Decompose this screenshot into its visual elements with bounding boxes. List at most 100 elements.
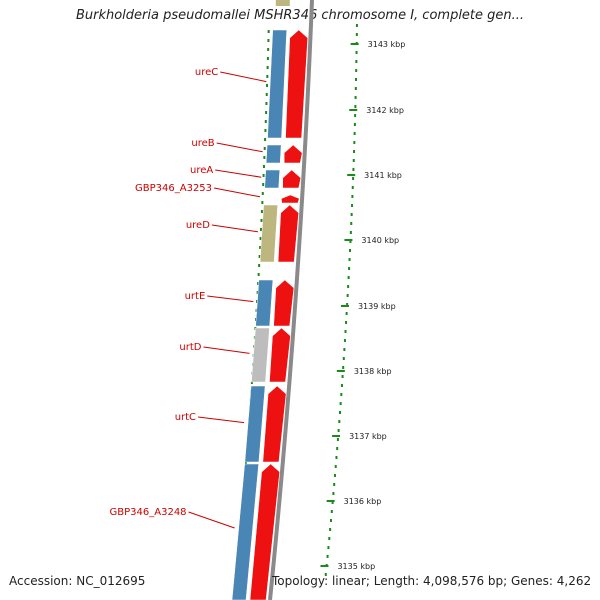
scale-tick [326, 500, 335, 502]
scale-dot [351, 204, 354, 207]
scale-dot [337, 429, 340, 432]
gene-arrow[interactable] [281, 194, 300, 204]
scale-dot [345, 312, 348, 315]
gene-label[interactable]: urtE [185, 291, 206, 302]
cds-block[interactable] [265, 144, 282, 164]
gene-arrow[interactable] [282, 169, 302, 189]
scale-dot [332, 492, 335, 495]
gene-label-leader [215, 169, 262, 178]
track-dot [257, 282, 260, 285]
track-dot [257, 273, 260, 276]
track-dot [260, 210, 263, 213]
scale-dot [342, 357, 345, 360]
track-dot [267, 30, 270, 33]
cds-block[interactable] [231, 463, 259, 600]
scale-dot [349, 231, 352, 234]
scale-dot [336, 438, 339, 441]
scale-dot [355, 78, 358, 81]
track-dot [262, 183, 265, 186]
cds-block[interactable] [251, 327, 270, 383]
gene-arrow[interactable] [262, 385, 287, 463]
scale-dot [346, 303, 349, 306]
accession-info: Accession: NC_012695 [9, 574, 146, 588]
cds-block-stub [275, 0, 290, 6]
track-dot [244, 462, 247, 465]
scale-dot [339, 402, 342, 405]
scale-tick-label: 3143 kbp [368, 40, 406, 49]
scale-tick-label: 3141 kbp [364, 171, 402, 180]
gene-label[interactable]: ureB [191, 138, 214, 149]
scale-dot [353, 150, 356, 153]
scale-tick [340, 305, 349, 307]
track-dot [264, 120, 267, 123]
track-dot [261, 192, 264, 195]
scale-dot [334, 465, 337, 468]
scale-tick [350, 43, 359, 45]
cds-block[interactable] [244, 385, 266, 463]
track-dot [264, 129, 267, 132]
gene-label-leader [197, 416, 245, 424]
scale-dot [324, 573, 327, 576]
scale-dot [355, 60, 358, 63]
cds-block[interactable] [255, 279, 274, 327]
scale-dot [350, 213, 353, 216]
scale-dot [344, 330, 347, 333]
scale-dot [355, 24, 358, 27]
gene-label-leader [188, 511, 235, 529]
scale-dot [348, 249, 351, 252]
cds-block[interactable] [267, 29, 288, 139]
track-dot [264, 138, 267, 141]
track-dot [265, 102, 268, 105]
track-dot [265, 93, 268, 96]
scale-dot [354, 96, 357, 99]
scale-dot [340, 384, 343, 387]
scale-dot [355, 69, 358, 72]
gene-label[interactable]: ureC [195, 67, 218, 78]
scale-dot [354, 87, 357, 90]
gene-arrow[interactable] [283, 144, 303, 164]
scale-dot [340, 393, 343, 396]
gene-arrow[interactable] [273, 279, 295, 327]
cds-block[interactable] [259, 204, 278, 263]
scale-dot [352, 177, 355, 180]
gene-label[interactable]: urtC [175, 412, 196, 423]
scale-dot [338, 411, 341, 414]
topology-info: Topology: linear; Length: 4,098,576 bp; … [272, 574, 592, 588]
track-dot [262, 174, 265, 177]
gene-arrow[interactable] [249, 463, 280, 600]
gene-arrow[interactable] [269, 327, 291, 383]
gene-label[interactable]: ureA [190, 165, 213, 176]
scale-dot [329, 528, 332, 531]
scale-dot [326, 555, 329, 558]
scale-tick [320, 565, 329, 567]
track-dot [260, 228, 263, 231]
gene-label[interactable]: urtD [179, 342, 201, 353]
chromosome-title: Burkholderia pseudomallei MSHR346 chromo… [75, 8, 525, 23]
scale-dot [342, 366, 345, 369]
scale-dot [352, 159, 355, 162]
scale-dot [329, 519, 332, 522]
track-dot [266, 66, 269, 69]
scale-dot [354, 114, 357, 117]
gene-label[interactable]: GBP346_A3253 [135, 183, 212, 194]
scale-dot [345, 321, 348, 324]
gene-arrow[interactable] [277, 204, 299, 263]
track-dot [261, 201, 264, 204]
gene-arrow[interactable] [285, 29, 309, 139]
cds-block[interactable] [264, 169, 281, 189]
scale-dot [347, 276, 350, 279]
scale-dot [348, 267, 351, 270]
scale-dot [343, 339, 346, 342]
track-dot [266, 84, 269, 87]
gene-label-leader [203, 346, 250, 354]
scale-dot [348, 258, 351, 261]
gene-label-leader [213, 187, 261, 198]
scale-dot [353, 132, 356, 135]
track-dot [259, 246, 262, 249]
scale-dot [327, 546, 330, 549]
scale-dot [335, 456, 338, 459]
gene-label[interactable]: GBP346_A3248 [110, 507, 187, 518]
gene-label[interactable]: ureD [186, 220, 210, 231]
